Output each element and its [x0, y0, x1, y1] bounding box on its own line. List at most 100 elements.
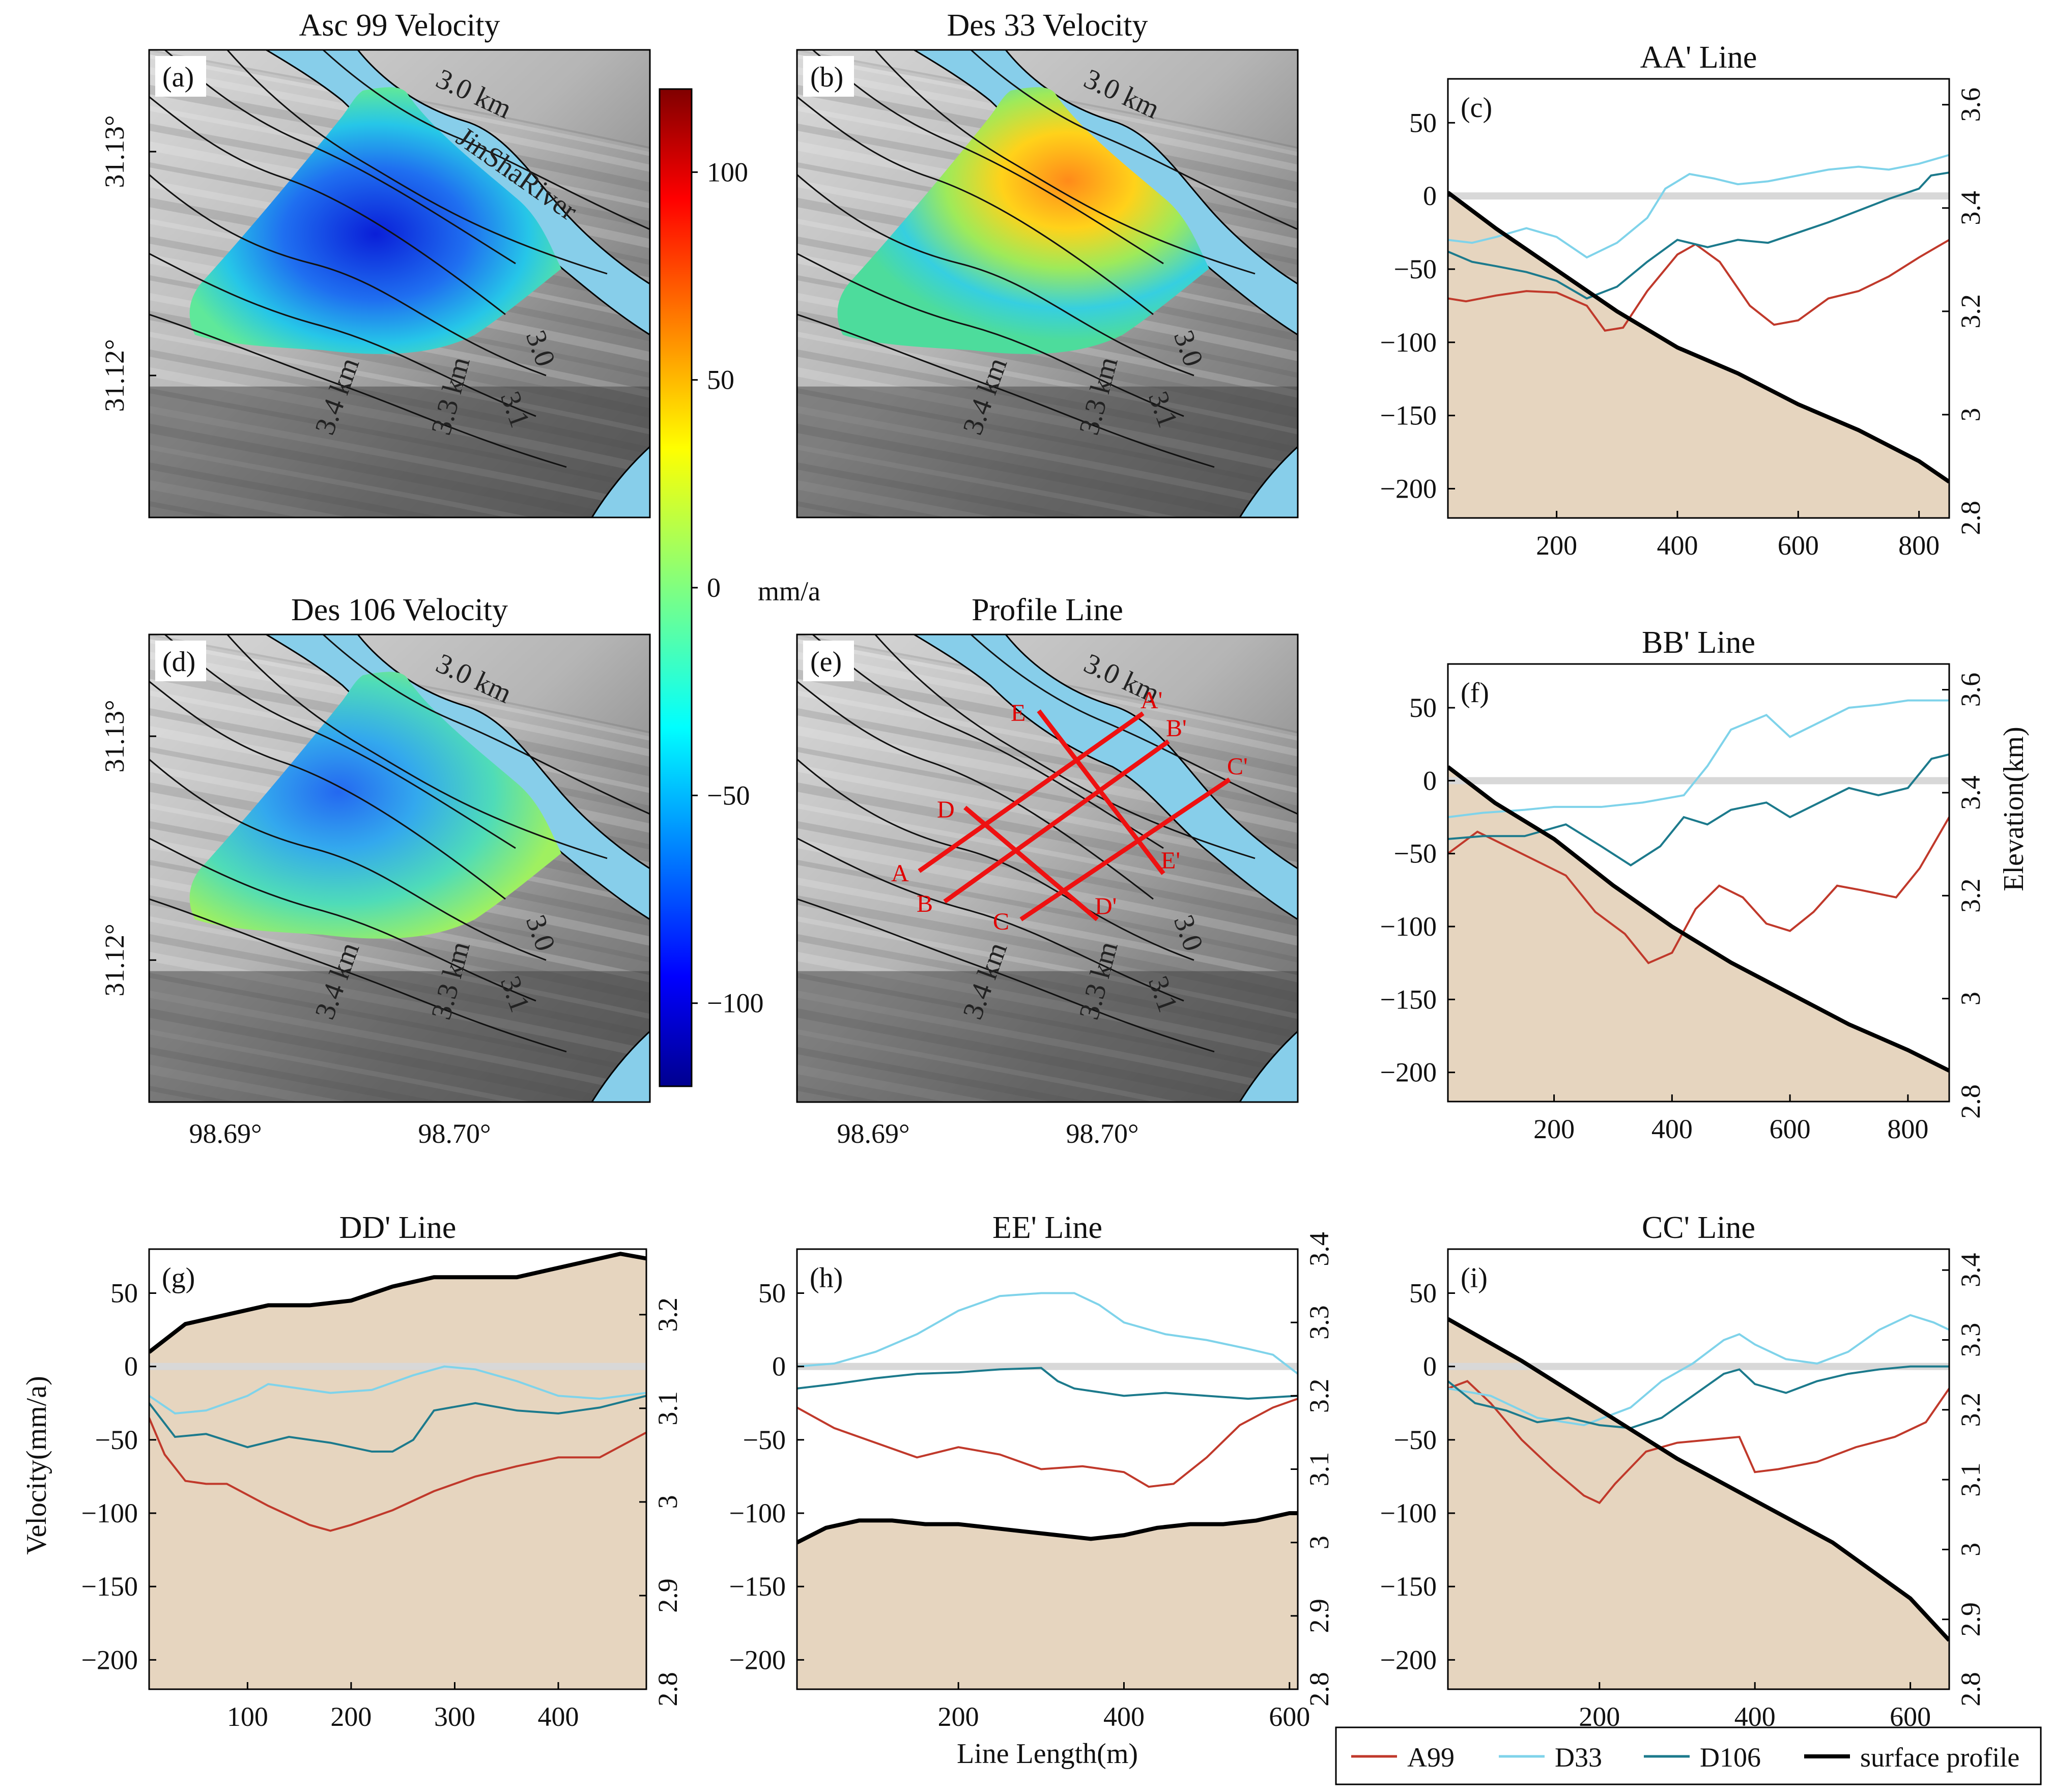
panel-label: (a) [162, 62, 194, 93]
y-tick-label: 0 [772, 1351, 786, 1382]
series-A99 [1448, 239, 1949, 332]
y2-tick-label: 2.8 [1955, 1672, 1986, 1707]
profile-point-label: C' [1227, 753, 1248, 780]
y2-tick-label: 3.2 [1955, 879, 1986, 913]
y2-tick-label: 2.9 [652, 1578, 683, 1613]
chart-title: BB' Line [1642, 625, 1755, 660]
y2-tick-label: 2.8 [652, 1672, 683, 1707]
x-tick-label: 200 [1533, 1114, 1575, 1144]
chart-title: AA' Line [1640, 40, 1757, 75]
x-tick-label: 200 [938, 1701, 979, 1732]
y2-axis-label: Elevation(km) [1998, 727, 2030, 891]
series-A99 [1448, 1380, 1949, 1505]
lat-tick: 31.12° [99, 339, 130, 412]
profile-point-label: D [937, 796, 955, 823]
series-D106 [1448, 753, 1949, 866]
map-title: Asc 99 Velocity [299, 8, 500, 43]
chart-frame [1447, 663, 1950, 1103]
map-title: Des 33 Velocity [947, 8, 1148, 43]
profile-line [918, 711, 1145, 873]
y2-tick-label: 3.6 [1955, 673, 1986, 707]
profile-point-label: D' [1095, 893, 1117, 920]
contour-line [226, 634, 608, 859]
y-tick-label: 0 [124, 1351, 138, 1382]
dark-ridge [149, 971, 650, 1102]
contour-line [970, 50, 1298, 230]
contour-line [797, 96, 1154, 315]
y2-tick-label: 3 [1955, 1543, 1986, 1556]
contour-line [797, 898, 1215, 1053]
y2-tick-label: 2.8 [1955, 501, 1986, 535]
chart-frame [1447, 78, 1950, 519]
profile-point-label: B [917, 890, 933, 917]
series-D106 [1448, 171, 1949, 300]
y2-tick-label: 3.2 [652, 1297, 683, 1332]
contour-line [322, 634, 650, 815]
series-surface [1448, 1317, 1949, 1642]
dark-ridge [797, 386, 1298, 517]
panel-label: (f) [1461, 677, 1489, 709]
panel-label: (g) [162, 1262, 195, 1294]
contour-line [797, 252, 1184, 417]
y2-tick-label: 2.8 [1304, 1672, 1334, 1707]
map-panel-d: 3.0 km3.03.13.4 km 3.3 km(d)Des 106 Veloc… [99, 593, 651, 1149]
y2-tick-label: 3 [1304, 1536, 1334, 1549]
map-frame [148, 49, 651, 518]
legend-label-D33: D33 [1555, 1742, 1602, 1773]
profile-point-label: E' [1161, 847, 1180, 874]
panel-label-box [803, 641, 854, 681]
profile-line [963, 805, 1099, 921]
y2-tick-label: 3.1 [1955, 1462, 1986, 1497]
series-D106 [149, 1395, 646, 1453]
contour-line [797, 680, 1154, 900]
y2-tick-label: 3.4 [1955, 191, 1986, 225]
legend-label-surface: surface profile [1860, 1742, 2019, 1773]
surface-fill [1448, 192, 1949, 518]
y2-tick-label: 2.9 [1304, 1599, 1334, 1633]
series-A99 [149, 1417, 646, 1532]
surface-fill [797, 1513, 1298, 1689]
y-tick-label: −200 [1380, 1644, 1437, 1675]
dark-ridge [797, 971, 1298, 1102]
y-axis-label: Velocity(mm/a) [21, 1376, 52, 1554]
y-tick-label: 50 [110, 1278, 138, 1309]
legend: A99 D33 D106 surface profile [1335, 1726, 2042, 1785]
y-tick-label: 50 [1409, 107, 1437, 138]
panel-label-box [155, 641, 206, 681]
profile-point-label: C [993, 908, 1009, 935]
surface-fill [149, 1254, 646, 1689]
chart-title: CC' Line [1642, 1210, 1755, 1245]
x-tick-label: 100 [227, 1701, 268, 1732]
y2-tick-label: 2.9 [1955, 1602, 1986, 1637]
panel-label: (i) [1461, 1262, 1488, 1294]
y-tick-label: −100 [729, 1498, 786, 1528]
contour-line [149, 680, 506, 900]
panel-label-box [155, 56, 206, 97]
y-tick-label: −50 [743, 1425, 786, 1455]
y2-tick-label: 3.4 [1955, 775, 1986, 810]
profile-line [1037, 709, 1165, 875]
chart-h: 200 400 600 50 0 −50 −100 −150 −200 3.4 3.3 3.2 3.1 3… [729, 1210, 1334, 1732]
y2-tick-label: 2.8 [1955, 1084, 1986, 1119]
panel-label: (d) [162, 646, 195, 678]
series-surface [149, 1252, 646, 1354]
y-tick-label: −100 [81, 1498, 138, 1528]
contour-line [226, 50, 608, 275]
dark-ridge [149, 386, 650, 517]
profile-point-label: E [1011, 700, 1025, 727]
y2-tick-label: 3.2 [1955, 1393, 1986, 1427]
map-frame [148, 633, 651, 1103]
y-tick-label: −100 [1380, 911, 1437, 942]
colorbar-tick: −50 [707, 780, 750, 811]
map-panel-b: 3.0 km3.03.13.4 km 3.3 km(b)Des 33 Veloci… [796, 8, 1299, 518]
series-D106 [797, 1367, 1298, 1400]
map-frame [796, 633, 1299, 1103]
y-tick-label: 0 [1423, 1351, 1437, 1382]
colorbar-unit: mm/a [758, 576, 820, 606]
lon-tick: 98.69° [189, 1118, 262, 1149]
y-tick-label: −50 [1394, 1425, 1437, 1455]
chart-title: EE' Line [992, 1210, 1102, 1245]
x-tick-label: 600 [1269, 1701, 1310, 1732]
y-tick-label: 0 [1423, 181, 1437, 211]
panel-label-box [803, 56, 854, 97]
